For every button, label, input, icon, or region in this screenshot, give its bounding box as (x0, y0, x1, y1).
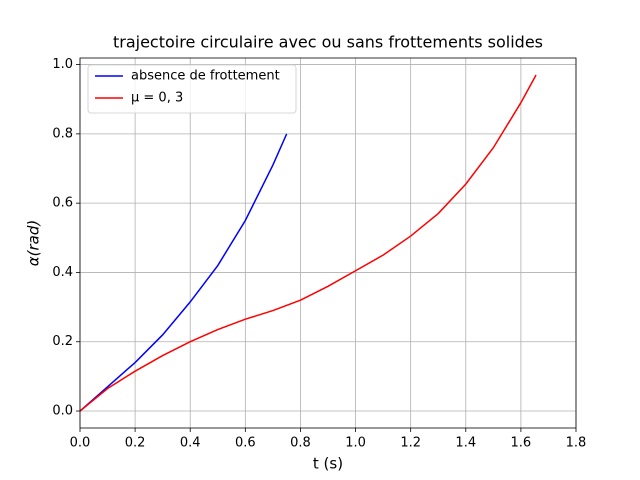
x-tick-label: 0.6 (235, 436, 256, 451)
y-axis-label: α(rad) (25, 220, 43, 266)
y-tick-label: 0.6 (52, 196, 73, 211)
x-tick-label: 0.8 (290, 436, 311, 451)
y-tick-label: 0.4 (52, 265, 73, 280)
chart-title: trajectoire circulaire avec ou sans frot… (113, 33, 543, 52)
y-tick-label: 1.0 (52, 57, 73, 72)
x-tick-label: 1.4 (455, 436, 476, 451)
x-tick-label: 1.8 (566, 436, 587, 451)
x-tick-label: 0.2 (125, 436, 146, 451)
legend-label: absence de frottement (131, 69, 280, 84)
data-line (79, 74, 537, 412)
y-tick-label: 0.2 (52, 334, 73, 349)
x-axis-label: t (s) (313, 455, 343, 473)
x-tick-label: 1.0 (345, 436, 366, 451)
x-tick-label: 1.6 (511, 436, 532, 451)
y-tick-label: 0.0 (52, 404, 73, 419)
legend-label: μ = 0, 3 (131, 91, 183, 106)
x-tick-label: 1.2 (400, 436, 421, 451)
legend-box (87, 64, 297, 114)
data-line (79, 133, 288, 412)
x-tick-label: 0.0 (70, 436, 91, 451)
plot-frame (79, 57, 577, 429)
x-tick-label: 0.4 (180, 436, 201, 451)
y-tick-label: 0.8 (52, 126, 73, 141)
